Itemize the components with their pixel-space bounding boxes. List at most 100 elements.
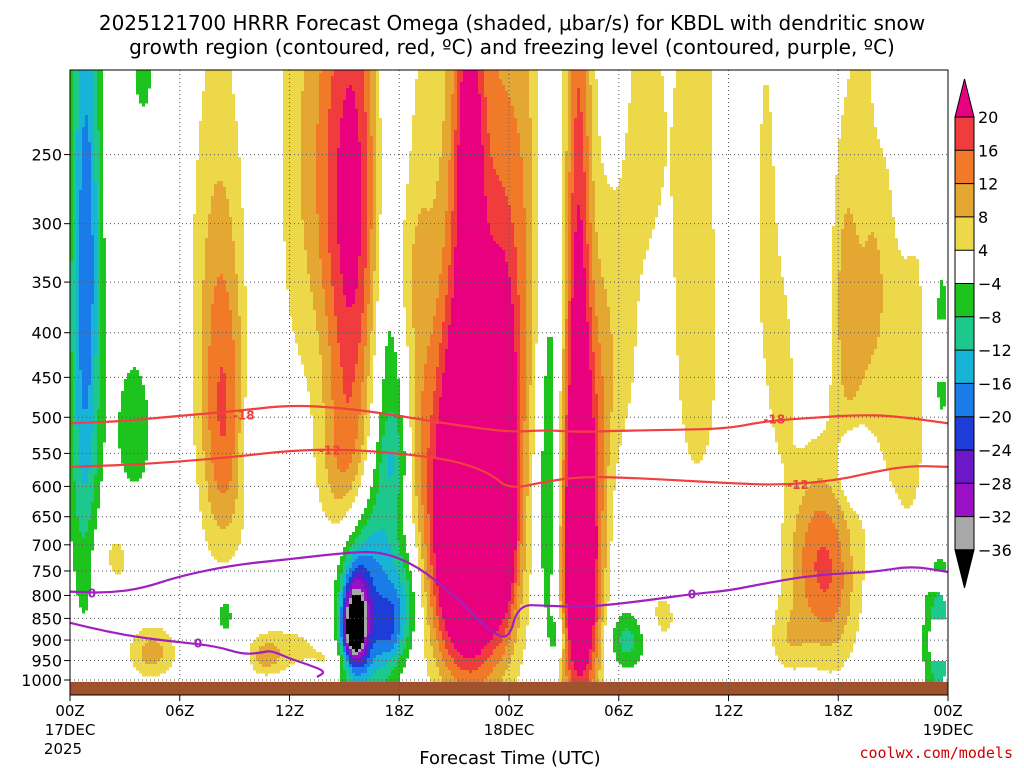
omega-cell <box>94 79 97 83</box>
omega-cell <box>361 253 367 257</box>
omega-cell <box>439 292 448 296</box>
omega-cell <box>241 418 244 422</box>
omega-cell <box>832 373 841 377</box>
omega-cell <box>586 199 589 203</box>
omega-cell <box>301 166 316 170</box>
omega-cell <box>100 316 106 320</box>
omega-cell <box>325 418 334 422</box>
omega-cell <box>412 304 436 308</box>
omega-cell <box>337 202 361 206</box>
omega-cell <box>454 73 457 77</box>
omega-cell <box>79 289 94 293</box>
omega-cell <box>193 427 202 431</box>
omega-cell <box>193 394 202 398</box>
omega-cell <box>520 301 526 305</box>
omega-cell <box>226 286 238 290</box>
omega-cell <box>568 358 571 362</box>
omega-cell <box>409 379 415 383</box>
omega-cell <box>202 97 235 101</box>
omega-cell <box>523 190 532 194</box>
omega-cell <box>367 340 370 344</box>
omega-cell <box>445 112 451 116</box>
omega-cell <box>625 139 667 143</box>
omega-cell <box>586 112 592 116</box>
omega-cell <box>577 112 583 116</box>
omega-cell <box>544 388 553 392</box>
chart-title-line-2: growth region (contoured, red, ºC) and f… <box>129 35 895 59</box>
omega-cell <box>379 436 382 440</box>
omega-cell <box>193 355 202 359</box>
omega-cell <box>445 103 451 107</box>
omega-cell <box>526 373 532 377</box>
omega-cell <box>403 241 415 245</box>
omega-cell <box>337 199 361 203</box>
omega-cell <box>520 304 526 308</box>
omega-cell <box>100 241 106 245</box>
omega-cell <box>229 298 238 302</box>
omega-cell <box>670 142 712 146</box>
omega-cell <box>79 292 94 296</box>
omega-cell <box>193 328 202 332</box>
omega-cell <box>241 397 244 401</box>
omega-cell <box>835 193 892 197</box>
omega-cell <box>676 73 712 77</box>
omega-cell <box>526 244 532 248</box>
omega-cell <box>481 130 487 134</box>
omega-cell <box>421 211 445 215</box>
omega-cell <box>97 187 100 191</box>
omega-cell <box>70 82 73 86</box>
omega-cell <box>373 139 376 143</box>
omega-cell <box>307 265 322 269</box>
omega-cell <box>361 184 367 188</box>
omega-cell <box>328 184 337 188</box>
omega-cell <box>301 142 316 146</box>
omega-cell <box>358 139 367 143</box>
omega-cell <box>562 154 565 158</box>
omega-cell <box>76 337 79 341</box>
omega-cell <box>97 295 100 299</box>
omega-cell <box>286 250 307 254</box>
omega-cell <box>559 421 562 425</box>
omega-cell <box>439 160 448 164</box>
omega-cell <box>319 112 328 116</box>
omega-cell <box>196 163 241 167</box>
omega-cell <box>76 322 79 326</box>
omega-cell <box>79 283 94 287</box>
omega-cell <box>94 259 97 263</box>
omega-cell <box>517 379 520 383</box>
omega-cell <box>388 343 394 347</box>
omega-cell <box>523 166 532 170</box>
omega-cell <box>193 304 202 308</box>
omega-cell <box>841 118 874 122</box>
omega-cell <box>562 88 568 92</box>
omega-cell <box>598 424 604 428</box>
omega-cell <box>283 148 301 152</box>
omega-cell <box>763 346 790 350</box>
omega-cell <box>328 142 340 146</box>
omega-cell <box>91 433 97 437</box>
omega-cell <box>454 157 457 161</box>
omega-cell <box>568 367 571 371</box>
omega-cell <box>301 97 319 101</box>
omega-cell <box>832 319 838 323</box>
omega-cell <box>385 361 397 365</box>
omega-cell <box>100 172 103 176</box>
omega-cell <box>460 91 478 95</box>
omega-cell <box>316 136 328 140</box>
omega-cell <box>676 337 715 341</box>
omega-cell <box>73 70 79 74</box>
omega-cell <box>880 325 922 329</box>
omega-cell <box>211 343 235 347</box>
omega-cell <box>73 175 76 179</box>
omega-cell <box>193 364 202 368</box>
omega-cell <box>562 112 568 116</box>
omega-cell <box>565 340 568 344</box>
omega-cell <box>367 142 373 146</box>
omega-cell <box>562 166 565 170</box>
omega-cell <box>367 247 370 251</box>
omega-cell <box>448 175 454 179</box>
omega-cell <box>451 316 514 320</box>
omega-cell <box>445 106 451 110</box>
omega-cell <box>226 187 241 191</box>
omega-cell <box>79 301 94 305</box>
